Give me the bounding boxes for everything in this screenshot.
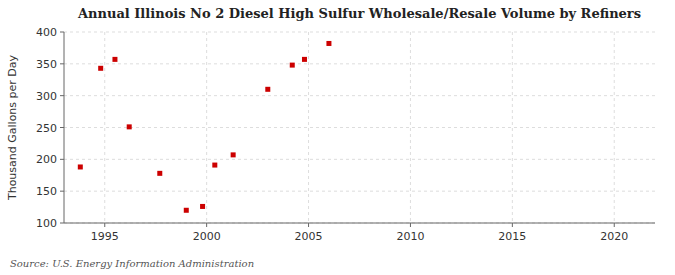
source-note: Source: U.S. Energy Information Administ… bbox=[10, 258, 254, 269]
x-tick bbox=[308, 223, 309, 227]
x-grid-line bbox=[512, 32, 513, 223]
scatter-point bbox=[78, 164, 83, 169]
x-grid-line bbox=[410, 32, 411, 223]
y-tick-label: 250 bbox=[36, 122, 57, 135]
x-tick bbox=[104, 223, 105, 227]
x-tick bbox=[512, 223, 513, 227]
y-axis-label: Thousand Gallons per Day bbox=[6, 54, 19, 201]
x-tick-label: 2015 bbox=[498, 230, 526, 243]
x-grid-line bbox=[206, 32, 207, 223]
y-grid-line bbox=[64, 63, 655, 64]
scatter-point bbox=[265, 87, 270, 92]
y-tick-label: 100 bbox=[36, 217, 57, 230]
y-tick bbox=[60, 223, 64, 224]
scatter-point bbox=[127, 124, 132, 129]
y-tick bbox=[60, 159, 64, 160]
x-grid-line bbox=[614, 32, 615, 223]
title: Annual Illinois No 2 Diesel High Sulfur … bbox=[77, 6, 641, 21]
x-tick bbox=[206, 223, 207, 227]
chart: 1995 2000 2005 2010 2015 2020 100 150 200 250 300 3… bbox=[0, 0, 675, 275]
y-tick bbox=[60, 95, 64, 96]
scatter-point bbox=[326, 41, 331, 46]
scatter-point bbox=[302, 57, 307, 62]
x-tick bbox=[410, 223, 411, 227]
scatter-point bbox=[112, 57, 117, 62]
x-tick-label: 2005 bbox=[295, 230, 323, 243]
x-grid-line bbox=[308, 32, 309, 223]
y-tick bbox=[60, 191, 64, 192]
y-grid-line bbox=[64, 159, 655, 160]
y-grid-line bbox=[64, 32, 655, 33]
y-grid-line bbox=[64, 95, 655, 96]
x-tick-label: 2000 bbox=[193, 230, 221, 243]
x-tick bbox=[614, 223, 615, 227]
x-tick-label: 2020 bbox=[600, 230, 628, 243]
scatter-point bbox=[157, 171, 162, 176]
y-tick-label: 150 bbox=[36, 185, 57, 198]
y-tick bbox=[60, 127, 64, 128]
y-tick bbox=[60, 63, 64, 64]
y-tick-label: 350 bbox=[36, 58, 57, 71]
scatter-point bbox=[231, 152, 236, 157]
y-tick-label: 300 bbox=[36, 90, 57, 103]
y-tick-label: 200 bbox=[36, 153, 57, 166]
points bbox=[78, 41, 332, 213]
scatter-point bbox=[98, 66, 103, 71]
scatter-point bbox=[200, 204, 205, 209]
y-grid-line bbox=[64, 223, 655, 224]
scatter-point bbox=[290, 63, 295, 68]
x-tick-label: 2010 bbox=[396, 230, 424, 243]
x-axis-line bbox=[64, 223, 655, 224]
y-tick bbox=[60, 32, 64, 33]
scatter-point bbox=[184, 208, 189, 213]
y-grid-line bbox=[64, 191, 655, 192]
x-tick-label: 1995 bbox=[91, 230, 119, 243]
y-tick-label: 400 bbox=[36, 26, 57, 39]
y-grid-line bbox=[64, 127, 655, 128]
x-grid-line bbox=[104, 32, 105, 223]
grid bbox=[64, 32, 655, 223]
scatter-point bbox=[212, 163, 217, 168]
